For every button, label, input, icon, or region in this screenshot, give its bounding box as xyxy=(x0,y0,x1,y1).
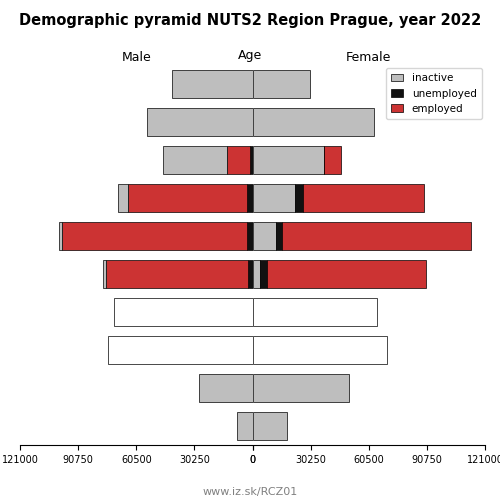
Title: Female: Female xyxy=(346,51,392,64)
Text: 35: 35 xyxy=(258,231,272,241)
Bar xyxy=(252,108,374,136)
Bar xyxy=(118,184,128,212)
Bar xyxy=(246,184,252,212)
Bar xyxy=(252,298,378,326)
Bar xyxy=(60,222,62,250)
Bar xyxy=(106,260,248,288)
Bar xyxy=(248,260,252,288)
Title: Male: Male xyxy=(122,51,151,64)
Bar xyxy=(260,260,267,288)
Bar xyxy=(252,70,310,98)
Bar xyxy=(252,336,387,364)
Bar xyxy=(246,222,252,250)
Bar xyxy=(252,222,276,250)
Bar xyxy=(324,146,341,174)
Bar xyxy=(172,70,252,98)
Bar xyxy=(226,146,250,174)
Text: 25: 25 xyxy=(258,193,272,203)
Text: 15: 15 xyxy=(258,155,272,165)
Text: 75: 75 xyxy=(258,383,272,393)
Text: 0: 0 xyxy=(258,79,264,89)
Text: 55: 55 xyxy=(258,307,272,317)
Bar xyxy=(108,336,253,364)
Bar xyxy=(147,108,252,136)
Bar xyxy=(250,146,252,174)
Bar xyxy=(282,222,470,250)
Text: 85: 85 xyxy=(258,421,272,431)
Bar xyxy=(252,374,348,402)
Bar xyxy=(295,184,304,212)
Bar xyxy=(102,260,106,288)
Bar xyxy=(114,298,252,326)
Bar xyxy=(237,412,252,440)
Text: 65: 65 xyxy=(258,345,272,355)
Bar xyxy=(163,146,226,174)
Text: Demographic pyramid NUTS2 Region Prague, year 2022: Demographic pyramid NUTS2 Region Prague,… xyxy=(19,12,481,28)
Bar xyxy=(304,184,424,212)
Bar xyxy=(252,146,324,174)
Text: 5: 5 xyxy=(258,117,264,127)
Bar xyxy=(267,260,426,288)
Bar xyxy=(276,222,282,250)
Text: www.iz.sk/RCZ01: www.iz.sk/RCZ01 xyxy=(202,488,298,498)
Bar xyxy=(252,412,287,440)
Text: Age: Age xyxy=(238,50,262,62)
Bar xyxy=(252,184,295,212)
Text: 45: 45 xyxy=(258,269,272,279)
Bar xyxy=(252,260,260,288)
Bar xyxy=(128,184,246,212)
Bar xyxy=(198,374,252,402)
Bar xyxy=(62,222,246,250)
Legend: inactive, unemployed, employed: inactive, unemployed, employed xyxy=(386,68,482,119)
